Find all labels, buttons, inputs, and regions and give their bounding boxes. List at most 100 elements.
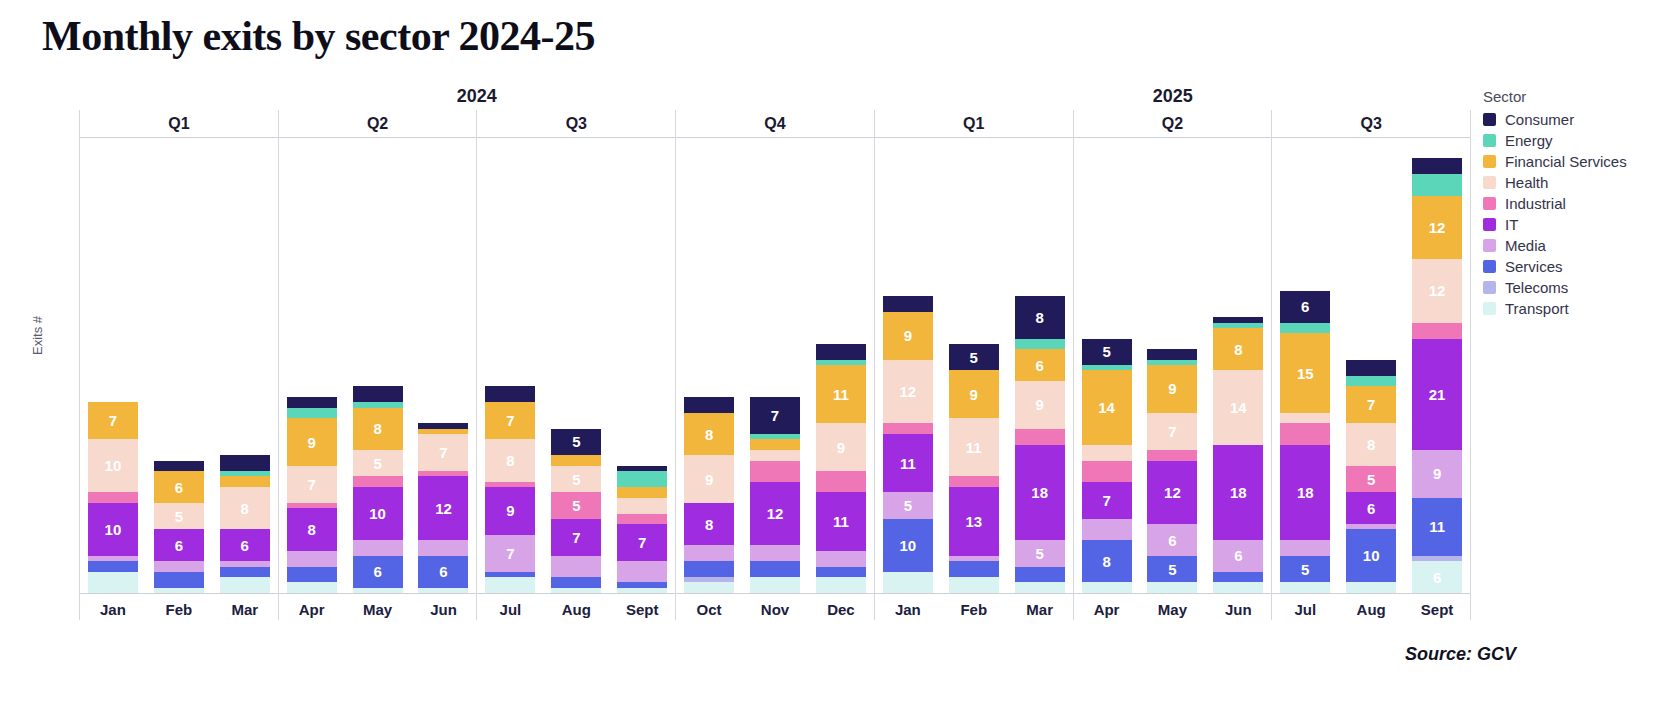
- bar-segment: 5: [1280, 556, 1330, 583]
- bar-segment: 11: [816, 365, 866, 423]
- bar-segment: 9: [1015, 381, 1065, 429]
- segment-value-label: 6: [1168, 533, 1176, 548]
- bar-segment: 6: [1015, 349, 1065, 381]
- bar-segment: [1213, 582, 1263, 593]
- bar-segment: [816, 471, 866, 492]
- segment-value-label: 7: [1367, 397, 1375, 412]
- segment-value-label: 9: [970, 387, 978, 402]
- legend-swatch: [1483, 302, 1496, 315]
- bar-segment: 10: [883, 519, 933, 572]
- segment-value-label: 7: [1168, 424, 1176, 439]
- quarter-group: Q489871211911OctNovDec: [675, 110, 874, 620]
- segment-value-label: 21: [1429, 387, 1446, 402]
- bar-segment: 12: [1412, 259, 1462, 323]
- segment-value-label: 5: [1035, 546, 1043, 561]
- plot-area: 20242025 Q17101065686JanFebMarQ297885106…: [79, 86, 1471, 620]
- bar-segment: 5: [1147, 556, 1197, 583]
- month-column: 11911: [808, 138, 874, 593]
- bar-segment: [750, 461, 800, 482]
- bar-segment: 5: [1082, 339, 1132, 366]
- bar-segment: [154, 588, 204, 593]
- bar-segment: [949, 476, 999, 487]
- quarter-group: Q2978851067126AprMayJun: [278, 110, 477, 620]
- bar-segment: 6: [1412, 561, 1462, 593]
- legend-item: Industrial: [1483, 195, 1653, 212]
- segment-value-label: 7: [638, 535, 646, 550]
- bar-segment: [750, 545, 800, 561]
- bar-segment: 5: [883, 492, 933, 519]
- bar-segment: 8: [684, 413, 734, 455]
- bar-segment: 10: [88, 503, 138, 556]
- month-label: Apr: [279, 594, 345, 620]
- bar-segment: [617, 487, 667, 498]
- quarter-group: Q36151857856101212219116JulAugSept: [1271, 110, 1470, 620]
- month-column: 869185: [1007, 138, 1073, 593]
- bar-segment: [1213, 572, 1263, 583]
- segment-value-label: 6: [1367, 501, 1375, 516]
- segment-value-label: 5: [175, 509, 183, 524]
- quarter-group: Q251478971265814186AprMayJun: [1073, 110, 1272, 620]
- bar-segment: [1015, 567, 1065, 583]
- bar-segment: 6: [418, 556, 468, 588]
- bar-segment: 9: [684, 455, 734, 503]
- legend-label: Industrial: [1505, 195, 1566, 212]
- segment-value-label: 9: [705, 472, 713, 487]
- legend-item: IT: [1483, 216, 1653, 233]
- legend-swatch: [1483, 281, 1496, 294]
- bar-segment: [1015, 582, 1065, 593]
- y-axis-label: Exits #: [30, 316, 45, 355]
- legend: Sector ConsumerEnergyFinancial ServicesH…: [1483, 88, 1653, 321]
- segment-value-label: 12: [1429, 283, 1446, 298]
- bar-segment: 7: [485, 535, 535, 572]
- bar-segment: [750, 561, 800, 577]
- segment-value-label: 6: [175, 480, 183, 495]
- segment-value-label: 5: [572, 434, 580, 449]
- bar-segment: [816, 344, 866, 360]
- bar-segment: [1346, 582, 1396, 593]
- bar-segment: [88, 561, 138, 572]
- legend-label: Services: [1505, 258, 1563, 275]
- stacked-bar: 591113: [949, 344, 999, 593]
- segment-value-label: 8: [308, 522, 316, 537]
- legend-swatch: [1483, 197, 1496, 210]
- bar-segment: 7: [418, 434, 468, 471]
- bar-segment: [154, 572, 204, 588]
- bar-segment: [883, 423, 933, 434]
- month-label: Sept: [1404, 594, 1470, 620]
- segment-value-label: 6: [1234, 548, 1242, 563]
- month-label: Mar: [1007, 594, 1073, 620]
- legend-swatch: [1483, 260, 1496, 273]
- segment-value-label: 5: [572, 498, 580, 513]
- source-note: Source: GCV: [1405, 644, 1516, 665]
- stacked-bar: 7: [617, 466, 667, 593]
- bar-segment: 5: [551, 492, 601, 519]
- segment-value-label: 18: [1297, 485, 1314, 500]
- bar-segment: [1346, 376, 1396, 387]
- legend-item: Financial Services: [1483, 153, 1653, 170]
- legend-swatch: [1483, 155, 1496, 168]
- bar-segment: 7: [485, 402, 535, 439]
- quarter-label: Q2: [1074, 110, 1272, 137]
- month-column: 51478: [1074, 138, 1140, 593]
- bar-segment: 6: [1346, 492, 1396, 524]
- legend-swatch: [1483, 134, 1496, 147]
- month-label: Dec: [808, 594, 874, 620]
- segment-value-label: 12: [435, 501, 452, 516]
- bar-segment: [1082, 461, 1132, 482]
- segment-value-label: 6: [175, 538, 183, 553]
- legend-swatch: [1483, 218, 1496, 231]
- quarter-group: Q191211510591113869185JanFebMar: [874, 110, 1073, 620]
- bar-segment: [750, 450, 800, 461]
- segment-value-label: 5: [904, 498, 912, 513]
- bar-segment: 5: [1015, 540, 1065, 567]
- stacked-bar: 7897: [485, 386, 535, 593]
- bar-segment: 8: [684, 503, 734, 545]
- legend-item: Telecoms: [1483, 279, 1653, 296]
- bar-segment: 10: [1346, 529, 1396, 582]
- bar-segment: [551, 588, 601, 593]
- bar-segment: [353, 476, 403, 487]
- bar-segment: [1015, 429, 1065, 445]
- month-column: 91211510: [875, 138, 941, 593]
- bar-segment: [1147, 582, 1197, 593]
- bar-segment: 12: [1412, 196, 1462, 260]
